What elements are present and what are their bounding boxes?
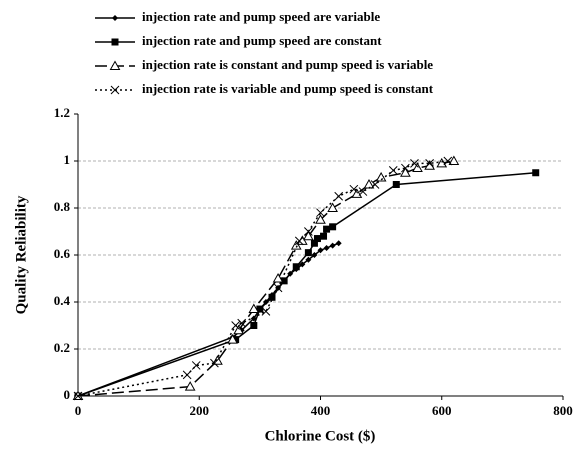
marker [233, 324, 245, 335]
marker [294, 236, 304, 246]
y-axis-title: Quality Reliability [13, 195, 29, 314]
y-tick-label: 0.4 [54, 293, 71, 308]
marker [305, 256, 312, 263]
marker [313, 235, 321, 243]
marker [388, 166, 398, 175]
x-tick-label: 200 [190, 403, 210, 418]
marker [256, 305, 264, 313]
marker [532, 169, 540, 177]
legend-label: injection rate is variable and pump spee… [142, 81, 434, 96]
marker [227, 334, 238, 344]
legend-label: injection rate is constant and pump spee… [142, 57, 433, 72]
marker [210, 358, 219, 368]
marker [358, 187, 368, 196]
legend-label: injection rate and pump speed are variab… [142, 9, 380, 24]
marker [448, 155, 460, 165]
marker [311, 252, 318, 258]
marker [262, 299, 269, 305]
marker [327, 202, 338, 212]
marker [110, 85, 120, 95]
marker [317, 247, 324, 254]
x-axis-title: Chlorine Cost ($) [265, 428, 376, 444]
series-line [77, 160, 455, 397]
y-tick-label: 0.8 [54, 199, 71, 214]
marker [112, 15, 118, 21]
marker [268, 293, 276, 301]
marker [303, 230, 314, 241]
marker [280, 277, 288, 285]
marker [111, 38, 119, 46]
marker [320, 232, 328, 240]
marker [412, 162, 423, 173]
marker [184, 381, 196, 391]
marker [329, 223, 337, 231]
marker [375, 171, 387, 182]
x-tick-label: 400 [311, 403, 331, 418]
marker [109, 60, 121, 70]
marker [329, 242, 336, 249]
marker [231, 321, 240, 330]
marker [304, 227, 313, 236]
marker [237, 318, 247, 328]
marker [334, 191, 344, 201]
marker [425, 158, 434, 168]
marker [182, 370, 192, 380]
marker [370, 180, 380, 189]
marker [316, 208, 325, 218]
marker [272, 272, 284, 283]
legend-label: injection rate and pump speed are consta… [142, 33, 382, 48]
marker [410, 158, 419, 168]
marker [248, 303, 260, 314]
marker [191, 361, 201, 370]
marker [315, 214, 326, 224]
y-tick-label: 1.2 [54, 105, 70, 120]
marker [292, 263, 300, 271]
marker [261, 307, 271, 316]
marker [310, 239, 318, 247]
marker [304, 249, 312, 257]
marker [323, 244, 330, 251]
marker [290, 240, 302, 250]
marker [443, 156, 453, 166]
marker [335, 240, 342, 247]
y-tick-label: 0.2 [54, 340, 70, 355]
marker [349, 184, 359, 194]
y-tick-label: 0 [64, 387, 71, 402]
marker [400, 167, 411, 177]
marker [392, 181, 400, 188]
marker [323, 225, 331, 233]
y-tick-label: 1 [64, 152, 71, 167]
x-tick-label: 600 [432, 403, 452, 418]
marker [73, 391, 83, 401]
y-tick-label: 0.6 [54, 246, 71, 261]
marker [273, 283, 283, 293]
marker [250, 322, 258, 329]
marker [401, 163, 410, 173]
x-tick-label: 800 [553, 403, 573, 418]
series-line [77, 172, 536, 397]
series-line [77, 160, 448, 397]
marker [299, 261, 306, 268]
x-tick-label: 0 [75, 403, 82, 418]
